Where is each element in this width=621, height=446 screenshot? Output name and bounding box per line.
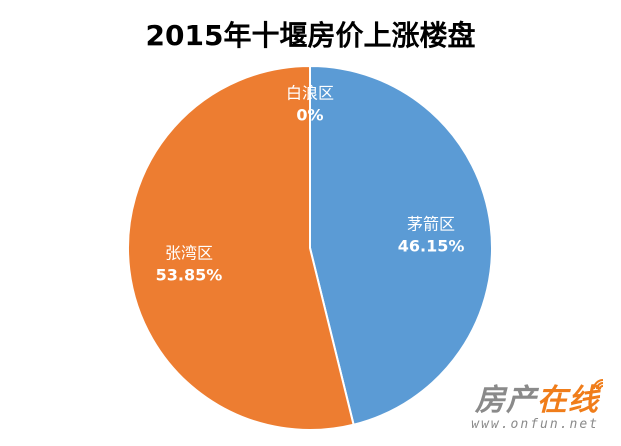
pie-labels: 茅箭区 46.15% 张湾区 53.85% 白浪区 0% xyxy=(156,83,465,284)
chart-title: 2015年十堰房价上涨楼盘 xyxy=(145,19,476,52)
pie-slices xyxy=(127,64,493,431)
watermark-brand: 房产在线 xyxy=(475,383,599,418)
slice-percent-label: 46.15% xyxy=(398,236,465,255)
pie-slice-0 xyxy=(309,64,493,426)
slice-name-label: 茅箭区 xyxy=(407,214,455,233)
slice-percent-label: 0% xyxy=(296,105,323,124)
wifi-signal-icon xyxy=(593,379,604,390)
slice-percent-label: 53.85% xyxy=(156,266,223,285)
pie-slice-1 xyxy=(127,64,355,431)
watermark-url: www.onfun.net xyxy=(471,417,599,432)
slice-name-label: 张湾区 xyxy=(165,244,213,263)
watermark: 房产在线 www.onfun.net xyxy=(471,379,604,432)
slice-name-label: 白浪区 xyxy=(286,83,334,102)
